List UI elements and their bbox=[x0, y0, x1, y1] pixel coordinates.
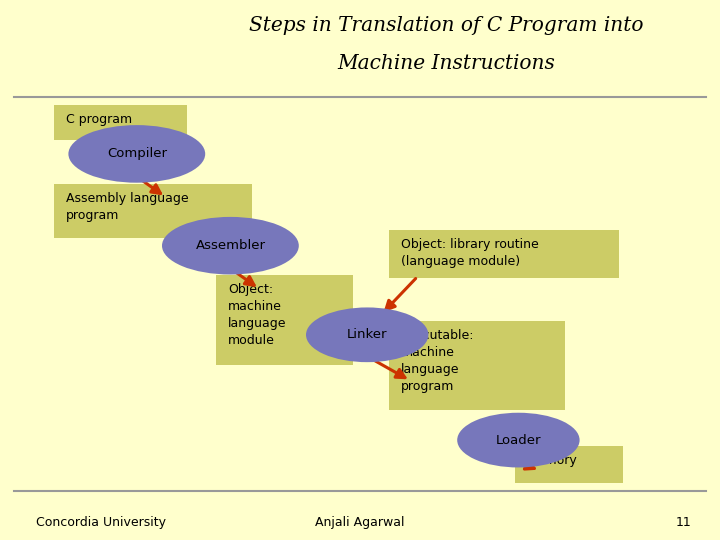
FancyBboxPatch shape bbox=[389, 321, 565, 410]
Text: C program: C program bbox=[66, 113, 132, 126]
Ellipse shape bbox=[457, 413, 580, 468]
Text: Machine Instructions: Machine Instructions bbox=[338, 54, 555, 73]
Text: Assembler: Assembler bbox=[195, 239, 266, 252]
Text: Executable:
machine
language
program: Executable: machine language program bbox=[401, 329, 474, 394]
Text: Assembly language
program: Assembly language program bbox=[66, 192, 189, 222]
Text: Object: library routine
(language module): Object: library routine (language module… bbox=[401, 238, 539, 268]
Text: Concordia University: Concordia University bbox=[36, 516, 166, 529]
Text: 11: 11 bbox=[675, 516, 691, 529]
Ellipse shape bbox=[306, 307, 428, 362]
FancyBboxPatch shape bbox=[515, 446, 623, 483]
Text: Memory: Memory bbox=[527, 454, 577, 467]
Text: Linker: Linker bbox=[347, 328, 387, 341]
Text: Anjali Agarwal: Anjali Agarwal bbox=[315, 516, 405, 529]
FancyBboxPatch shape bbox=[54, 184, 252, 238]
Text: Loader: Loader bbox=[495, 434, 541, 447]
Text: Object:
machine
language
module: Object: machine language module bbox=[228, 284, 287, 348]
Text: Steps in Translation of C Program into: Steps in Translation of C Program into bbox=[249, 16, 644, 35]
FancyBboxPatch shape bbox=[54, 105, 187, 140]
Ellipse shape bbox=[68, 125, 205, 183]
FancyBboxPatch shape bbox=[389, 230, 619, 278]
Text: Compiler: Compiler bbox=[107, 147, 167, 160]
Ellipse shape bbox=[162, 217, 299, 274]
FancyBboxPatch shape bbox=[216, 275, 353, 364]
